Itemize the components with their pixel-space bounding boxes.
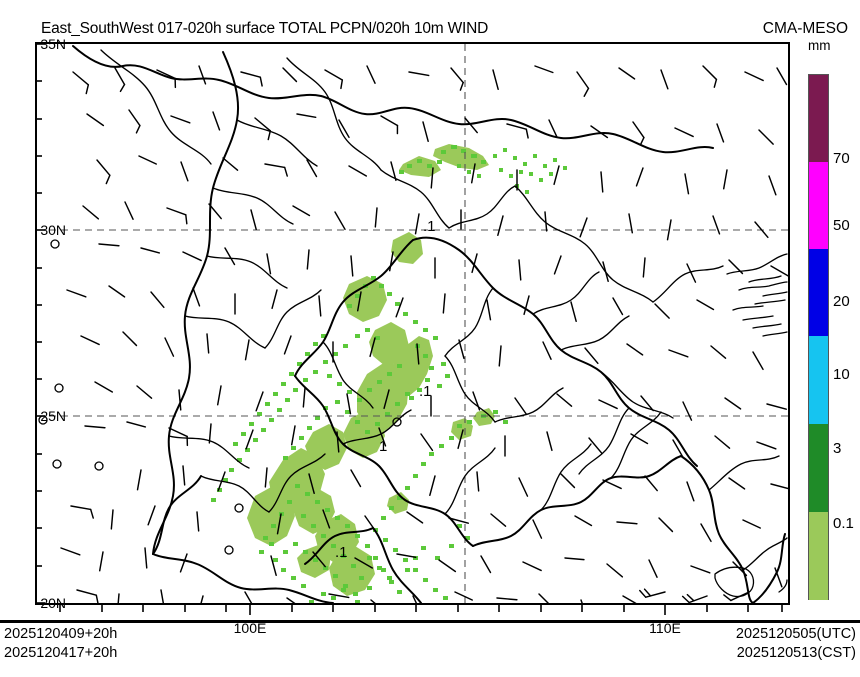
colorbar-segment-20-50	[809, 249, 828, 336]
colorbar-unit-label: mm	[808, 38, 831, 53]
svg-text:1: 1	[379, 438, 387, 455]
colorbar-tick-20: 20	[833, 293, 850, 310]
map-boundaries	[72, 45, 788, 603]
colorbar-segment-0.1-3	[809, 512, 828, 600]
model-label: CMA-MESO	[762, 20, 848, 37]
footer-init-time-cst: 2025120417+20h	[4, 645, 118, 661]
ytick-label-30n: 30N	[40, 222, 66, 238]
ytick-label-20n: 20N	[40, 595, 66, 611]
footer-valid-time-utc: 2025120505(UTC)	[735, 626, 856, 642]
map-plot-area[interactable]: .1 .1 1 .1	[35, 42, 790, 605]
wind-barb-field	[38, 65, 788, 603]
gridlines	[37, 44, 788, 603]
svg-text:.1: .1	[423, 218, 436, 235]
colorbar-tick-0.1: 0.1	[833, 515, 854, 532]
colorbar-tick-3: 3	[833, 440, 842, 457]
xtick-label-110e: 110E	[649, 620, 681, 636]
colorbar-tick-70: 70	[833, 150, 850, 167]
svg-text:.1: .1	[335, 544, 348, 561]
colorbar-tick-10: 10	[833, 366, 850, 383]
colorbar-segment-50-70	[809, 162, 828, 249]
precip-fill-light	[247, 144, 495, 596]
colorbar-tick-50: 50	[833, 217, 850, 234]
map-canvas: .1 .1 1 .1	[37, 44, 788, 603]
page-title: East_SouthWest 017-020h surface TOTAL PC…	[41, 20, 489, 37]
xtick-label-100e: 100E	[233, 620, 267, 636]
precip-speckle	[211, 145, 567, 603]
colorbar-segment-10-20	[809, 336, 828, 424]
footer-valid-time-cst: 2025120513(CST)	[736, 645, 856, 661]
footer-divider	[0, 620, 860, 623]
colorbar[interactable]	[808, 74, 829, 600]
footer-init-time-utc: 2025120409+20h	[4, 626, 118, 642]
svg-text:.1: .1	[419, 383, 432, 400]
colorbar-segment-3-10	[809, 424, 828, 512]
ytick-label-25n: 25N	[40, 408, 66, 424]
ytick-label-35n: 35N	[40, 36, 66, 52]
colorbar-segment-above70	[809, 75, 828, 162]
contour-labels: .1 .1 1 .1	[335, 218, 436, 561]
